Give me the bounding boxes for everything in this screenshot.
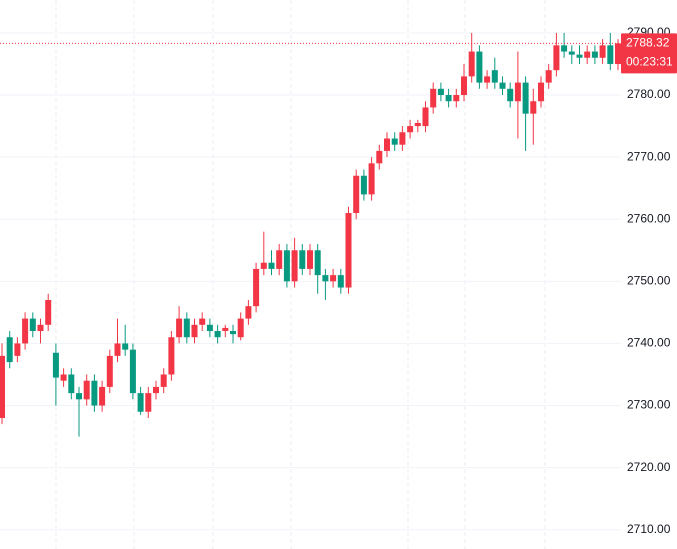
candle-body: [353, 175, 360, 214]
candle-body: [60, 374, 67, 381]
candle-body: [83, 380, 90, 400]
candle-body: [584, 51, 591, 58]
candle-body: [484, 76, 491, 83]
candle-body: [545, 70, 552, 83]
y-tick-label: 2760.00: [627, 211, 671, 225]
candle-body: [314, 250, 321, 276]
candle-body: [476, 51, 483, 83]
candle-body: [253, 268, 260, 307]
candle-body: [268, 262, 275, 269]
candle-body: [122, 343, 129, 350]
candle-body: [299, 250, 306, 269]
candle-body: [29, 318, 36, 332]
candle-body: [330, 275, 337, 282]
candle-body: [291, 250, 298, 282]
candle-body: [137, 393, 144, 412]
candle-body: [461, 76, 467, 96]
candle-body: [453, 95, 460, 102]
candle-body: [160, 374, 167, 387]
candle-body: [360, 175, 367, 195]
candle-body: [99, 386, 106, 406]
candle-body: [445, 95, 452, 102]
candle-body: [607, 45, 614, 64]
candle-body: [337, 275, 344, 288]
candle-body: [391, 138, 398, 145]
candle-body: [14, 343, 21, 356]
candle-body: [37, 324, 44, 332]
candle-body: [430, 88, 437, 108]
candle-body: [276, 250, 283, 269]
candle-body: [615, 43, 621, 64]
candle-body: [6, 337, 13, 363]
candle-body: [499, 82, 506, 89]
candle-body: [437, 88, 444, 96]
y-tick-label: 2740.00: [627, 336, 671, 350]
candle-body: [114, 343, 121, 356]
candle-body: [422, 107, 429, 127]
candle-body: [260, 262, 267, 269]
candle-body: [468, 51, 475, 77]
candle-body: [206, 324, 213, 332]
y-tick-label: 2720.00: [627, 460, 671, 474]
candle-body: [407, 126, 414, 133]
candle-body: [538, 82, 544, 102]
candle-body: [561, 45, 568, 52]
candle-body: [399, 132, 406, 145]
candle-body: [145, 393, 152, 412]
candle-body: [168, 337, 175, 375]
candle-body: [507, 88, 514, 102]
y-tick-label: 2780.00: [627, 87, 671, 101]
candle-body: [307, 250, 313, 269]
candle-body: [176, 318, 183, 338]
candle-body: [91, 380, 98, 406]
candle-body: [199, 318, 206, 325]
candle-body: [237, 318, 244, 338]
candle-body: [591, 51, 598, 58]
candle-body: [376, 150, 383, 164]
candle-body: [576, 54, 583, 58]
candle-body: [230, 331, 236, 335]
candle-body: [384, 138, 390, 151]
last-price-label: 2788.32: [626, 36, 670, 50]
candle-body: [514, 82, 521, 102]
candle-body: [414, 122, 421, 127]
candle-body: [106, 355, 113, 387]
price-label-bg: [621, 33, 677, 74]
countdown-label: 00:23:31: [626, 55, 673, 69]
candle-body: [345, 213, 352, 288]
y-tick-label: 2770.00: [627, 149, 671, 163]
candle-body: [153, 386, 159, 394]
candle-body: [530, 101, 537, 114]
candle-body: [568, 51, 575, 55]
candle-body: [183, 318, 190, 338]
candle-body: [283, 250, 290, 282]
candle-body: [322, 275, 329, 282]
y-tick-label: 2710.00: [627, 522, 671, 536]
candle-body: [191, 324, 198, 338]
candle-body: [214, 331, 221, 338]
candle-body: [76, 393, 82, 400]
candle-body: [22, 318, 29, 344]
candle-body: [68, 374, 75, 394]
y-tick-label: 2750.00: [627, 274, 671, 288]
candle-body: [45, 299, 52, 325]
candle-body: [129, 349, 136, 394]
candle-body: [245, 306, 252, 319]
candle-body: [52, 352, 59, 378]
y-tick-label: 2730.00: [627, 398, 671, 412]
candle-body: [599, 45, 606, 58]
candle-body: [368, 163, 375, 195]
candle-body: [522, 82, 529, 114]
candle-body: [0, 355, 5, 418]
candle-body: [222, 327, 229, 332]
candle-body: [491, 70, 498, 83]
candle-body: [553, 45, 560, 71]
